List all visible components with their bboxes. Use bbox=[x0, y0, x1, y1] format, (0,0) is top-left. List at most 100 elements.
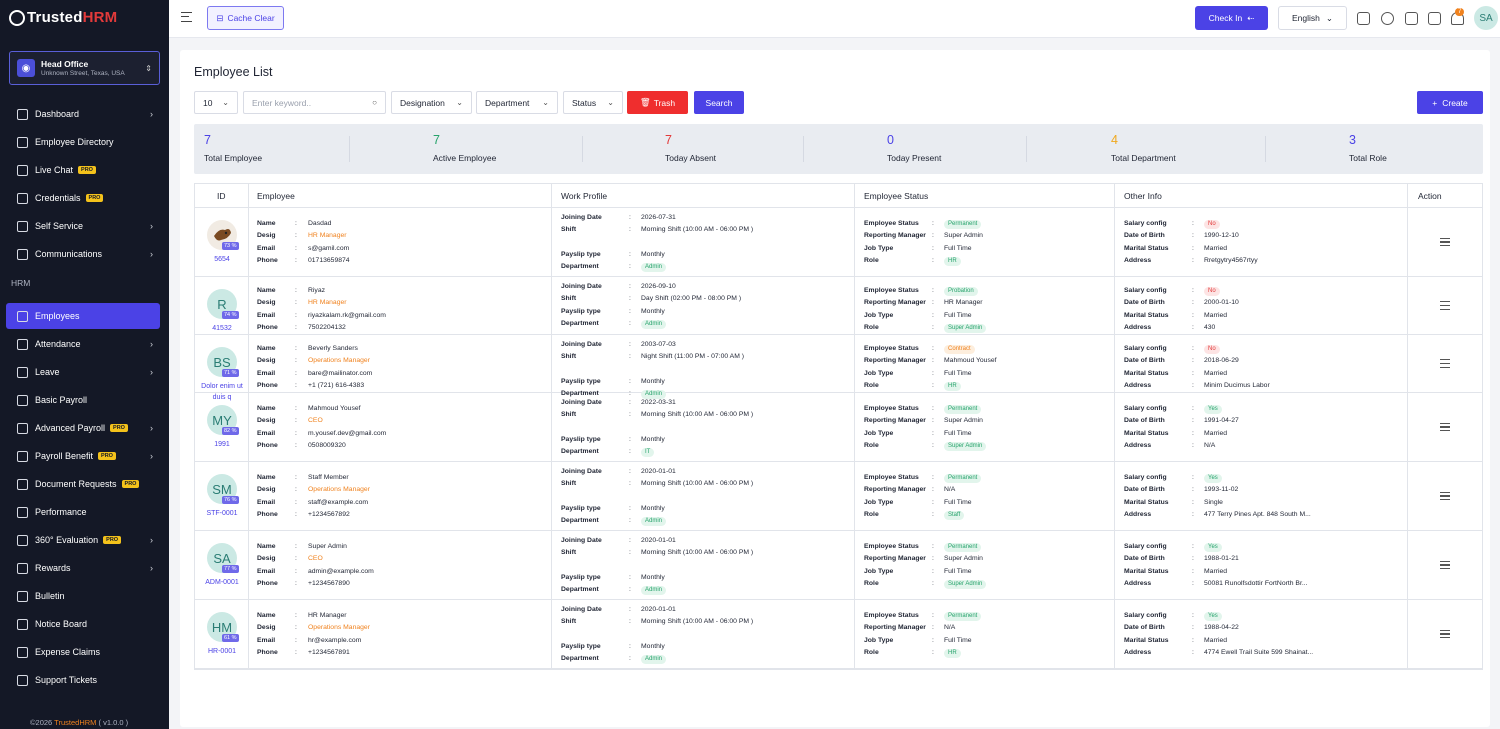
sidebar-item-notice-board[interactable]: Notice Board bbox=[6, 611, 160, 637]
table-row: HM 61 % HR-0001 Name: HR Manager Desig: Operat… bbox=[195, 600, 1482, 669]
field-value: Monthly bbox=[641, 250, 665, 258]
field-value: riyazkalam.rk@gmail.com bbox=[308, 311, 386, 319]
employee-id-link[interactable]: HR-0001 bbox=[207, 648, 236, 655]
sidebar-item-rewards[interactable]: Rewards › bbox=[6, 555, 160, 581]
check-in-button[interactable]: Check In ⇠ bbox=[1195, 6, 1268, 30]
sidebar-item-credentials[interactable]: Credentials PRO bbox=[6, 185, 160, 211]
add-icon[interactable] bbox=[1357, 12, 1370, 25]
app-logo[interactable]: Trusted HRM bbox=[9, 9, 117, 26]
field-value: Morning Shift (10:00 AM - 06:00 PM ) bbox=[641, 480, 754, 488]
field-value: Married bbox=[1204, 244, 1228, 252]
column-divider bbox=[1114, 531, 1115, 599]
message-icon[interactable] bbox=[1405, 12, 1418, 25]
field-value: Day Shift (02:00 PM - 08:00 PM ) bbox=[641, 295, 742, 303]
field-value: Mahmoud Yousef bbox=[308, 405, 361, 412]
sidebar-item-label: Live Chat bbox=[35, 165, 74, 175]
sidebar-item-communications[interactable]: Communications › bbox=[6, 241, 160, 267]
field-label: Date of Birth bbox=[1124, 555, 1165, 563]
chat-icon[interactable] bbox=[1381, 12, 1394, 25]
sidebar-item-performance[interactable]: Performance bbox=[6, 499, 160, 525]
filter-settings-icon[interactable] bbox=[1440, 491, 1450, 501]
field-label: Address bbox=[1124, 648, 1152, 656]
employee-id-link[interactable]: 41532 bbox=[212, 325, 232, 332]
trash-button[interactable]: 🗑 Trash bbox=[627, 91, 688, 114]
sidebar-item-expense-claims[interactable]: Expense Claims bbox=[6, 639, 160, 665]
separator: : bbox=[629, 504, 631, 512]
field-value: CEO bbox=[308, 417, 323, 425]
field-value: Morning Shift (10:00 AM - 06:00 PM ) bbox=[641, 549, 754, 557]
apps-grid-icon[interactable] bbox=[1428, 12, 1441, 25]
employee-id-link[interactable]: 1991 bbox=[214, 441, 230, 448]
field-label: Reporting Manager bbox=[864, 357, 926, 365]
separator: : bbox=[629, 517, 631, 525]
sidebar-item-employee-directory[interactable]: Employee Directory bbox=[6, 129, 160, 155]
filter-settings-icon[interactable] bbox=[1440, 359, 1450, 368]
field-value: Yes bbox=[1204, 472, 1222, 484]
chevron-right-icon: › bbox=[150, 339, 153, 349]
separator: : bbox=[629, 655, 631, 663]
separator: : bbox=[932, 510, 934, 518]
logo-icon bbox=[9, 9, 25, 26]
filter-settings-icon[interactable] bbox=[1440, 237, 1450, 247]
language-select[interactable]: English ⌄ bbox=[1278, 6, 1347, 30]
sidebar-item-payroll-benefit[interactable]: Payroll Benefit PRO › bbox=[6, 443, 160, 469]
filter-settings-icon[interactable] bbox=[1440, 422, 1450, 432]
field-label: Shift bbox=[561, 353, 577, 361]
filter-settings-icon[interactable] bbox=[1440, 629, 1450, 639]
cache-clear-button[interactable]: ⊟ Cache Clear bbox=[207, 6, 284, 30]
sidebar: Trusted HRM ◉ Head Office Unknown Street,… bbox=[0, 0, 169, 729]
employee-id-link[interactable]: Dolor enim ut duis q bbox=[201, 383, 243, 401]
search-button[interactable]: Search bbox=[694, 91, 744, 114]
create-button[interactable]: + Create bbox=[1417, 91, 1483, 114]
separator: : bbox=[295, 648, 297, 656]
column-divider bbox=[248, 600, 249, 668]
department-select[interactable]: Department ⌄ bbox=[476, 91, 558, 114]
employee-id-link[interactable]: ADM-0001 bbox=[205, 579, 239, 586]
field-label: Reporting Manager bbox=[864, 555, 926, 563]
status-select[interactable]: Status ⌄ bbox=[563, 91, 623, 114]
separator: : bbox=[1192, 369, 1194, 377]
field-label: Shift bbox=[561, 411, 577, 419]
field-label: Shift bbox=[561, 549, 577, 557]
field-label: Address bbox=[1124, 510, 1152, 518]
field-label: Role bbox=[864, 579, 879, 587]
field-value: Dasdad bbox=[308, 220, 332, 227]
menu-item-icon bbox=[17, 338, 28, 350]
sidebar-item-live-chat[interactable]: Live Chat PRO bbox=[6, 157, 160, 183]
search-input[interactable]: Enter keyword.. ○ bbox=[243, 91, 386, 114]
sidebar-item-basic-payroll[interactable]: Basic Payroll bbox=[6, 387, 160, 413]
field-label: Date of Birth bbox=[1124, 417, 1165, 425]
separator: : bbox=[932, 256, 934, 264]
sidebar-item-employees[interactable]: Employees bbox=[6, 303, 160, 329]
filter-settings-icon[interactable] bbox=[1440, 301, 1450, 310]
separator: : bbox=[932, 345, 934, 352]
separator: : bbox=[295, 311, 297, 319]
filter-settings-icon[interactable] bbox=[1440, 560, 1450, 570]
sidebar-item-support-tickets[interactable]: Support Tickets bbox=[6, 667, 160, 693]
sidebar-item-attendance[interactable]: Attendance › bbox=[6, 331, 160, 357]
field-value: Admin bbox=[641, 318, 667, 330]
field-value: Night Shift (11:00 PM - 07:00 AM ) bbox=[641, 353, 745, 361]
profile-completion-badge: 74 % bbox=[222, 311, 239, 319]
employee-id-link[interactable]: 5654 bbox=[214, 256, 230, 263]
sidebar-item-360-evaluation[interactable]: 360° Evaluation PRO › bbox=[6, 527, 160, 553]
field-value: 477 Terry Pines Apt. 848 South M... bbox=[1204, 510, 1311, 518]
employee-id-link[interactable]: STF-0001 bbox=[206, 510, 238, 517]
sidebar-item-bulletin[interactable]: Bulletin bbox=[6, 583, 160, 609]
menu-toggle-icon[interactable] bbox=[181, 12, 192, 22]
user-avatar[interactable]: SA bbox=[1474, 6, 1498, 30]
field-label: Role bbox=[864, 648, 879, 656]
sidebar-item-advanced-payroll[interactable]: Advanced Payroll PRO › bbox=[6, 415, 160, 441]
branch-selector[interactable]: ◉ Head Office Unknown Street, Texas, USA… bbox=[9, 51, 160, 85]
sidebar-item-self-service[interactable]: Self Service › bbox=[6, 213, 160, 239]
designation-select[interactable]: Designation ⌄ bbox=[391, 91, 472, 114]
stat-value: 4 bbox=[1111, 133, 1118, 147]
status-badge: Yes bbox=[1204, 612, 1222, 621]
stat-value: 7 bbox=[433, 133, 440, 147]
sidebar-item-dashboard[interactable]: Dashboard › bbox=[6, 101, 160, 127]
separator: : bbox=[1192, 299, 1194, 307]
copyright-brand[interactable]: TrustedHRM bbox=[54, 718, 97, 727]
per-page-select[interactable]: 10 ⌄ bbox=[194, 91, 238, 114]
sidebar-item-document-requests[interactable]: Document Requests PRO bbox=[6, 471, 160, 497]
sidebar-item-leave[interactable]: Leave › bbox=[6, 359, 160, 385]
